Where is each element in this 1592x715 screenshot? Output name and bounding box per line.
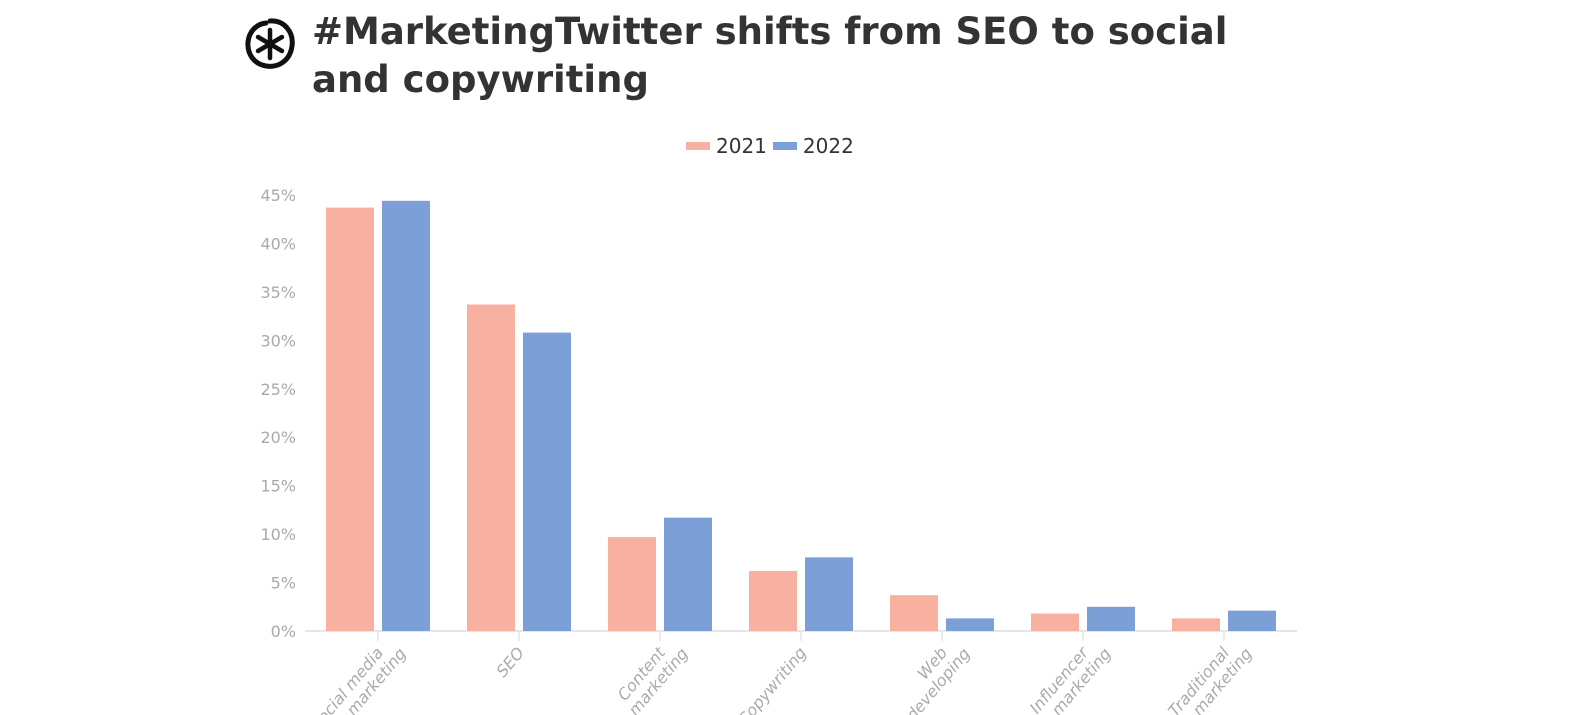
bar-2021 [326,207,374,631]
y-tick-label: 5% [271,574,296,593]
y-tick-label: 20% [260,428,296,447]
x-tick-label: Social mediamarketing [307,633,410,715]
asterisk-circle-logo [245,18,295,69]
bar-2021 [749,570,797,631]
x-tick-label: SEO [492,643,528,680]
bar-2022 [1087,606,1135,631]
y-tick-label: 10% [260,525,296,544]
x-tick-label: Traditionalmarketing [1164,633,1256,715]
bar-2022 [946,618,994,631]
x-tick-label: Contentmarketing [611,633,692,715]
y-tick-label: 40% [260,234,296,253]
legend-swatch-2022 [772,142,797,150]
y-tick-label: 0% [271,622,296,641]
bar-2021 [890,595,938,631]
legend-label-2021: 2021 [716,134,767,158]
bar-2021 [608,537,656,631]
bar-2022 [382,200,430,631]
bar-2022 [805,557,853,631]
bar-2022 [523,332,571,631]
legend-swatch-2021 [686,142,710,150]
legend-label-2022: 2022 [802,134,854,158]
x-tick-label: Copywriting [734,643,810,715]
chart-title: #MarketingTwitter shifts from SEO to soc… [312,10,1228,101]
bar-2022 [664,517,712,631]
y-tick-label: 35% [260,283,296,302]
bar-2021 [467,304,515,631]
legend: 2021 2022 [686,134,854,158]
x-tick-label: Influencermarketing [1026,633,1115,715]
y-tick-label: 15% [260,477,296,496]
y-tick-label: 30% [260,331,296,350]
y-tick-label: 25% [260,380,296,399]
bar-2022 [1228,610,1276,631]
x-tick-label: Webdeveloping [889,633,974,715]
bar-2021 [1031,613,1079,631]
y-tick-label: 45% [260,186,296,205]
bar-2021 [1172,618,1220,631]
